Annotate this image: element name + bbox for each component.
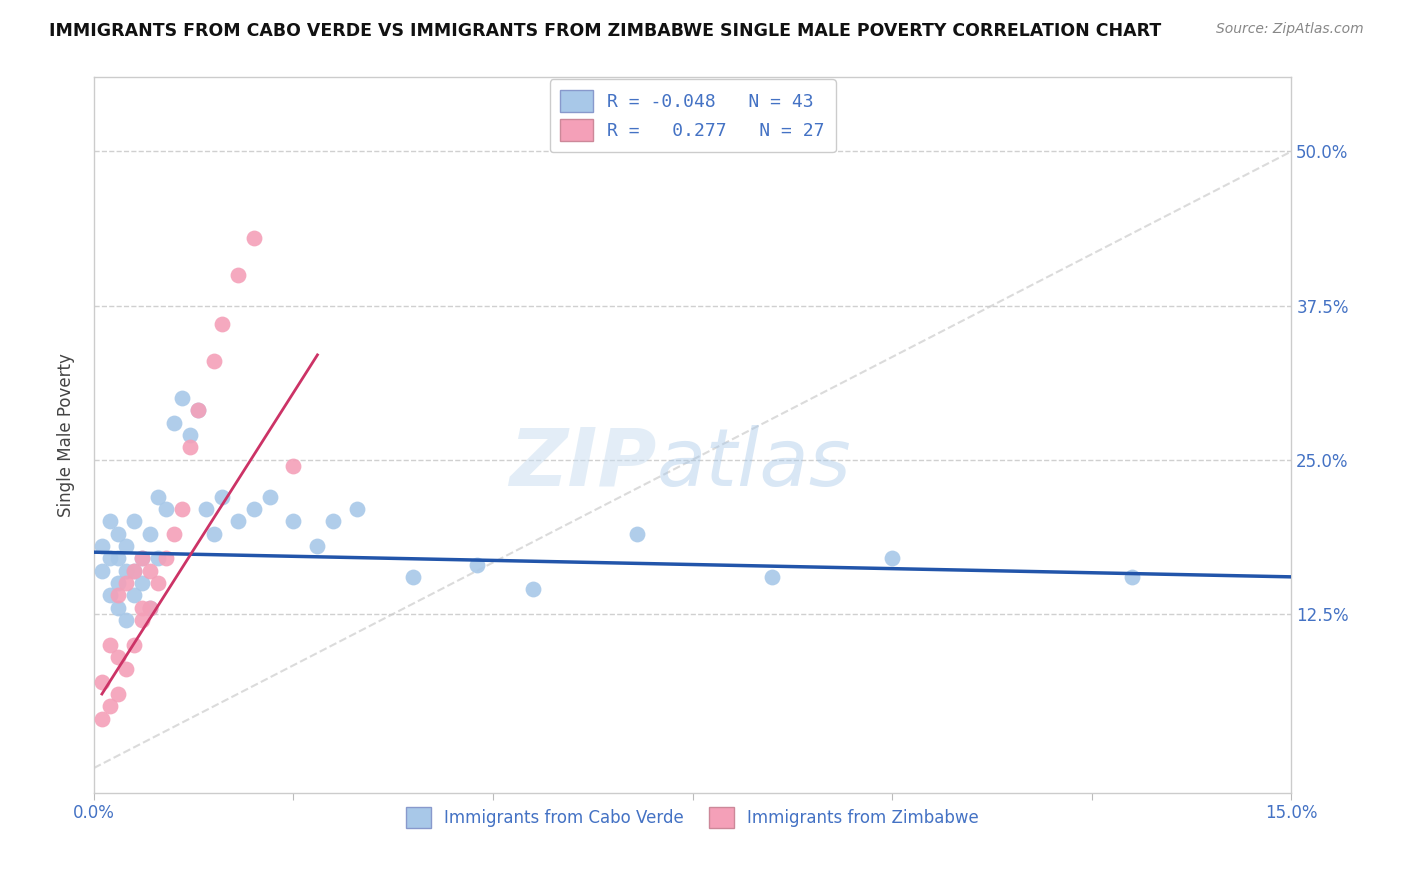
Point: [98, 588, 121, 602]
Point: [882, 551, 904, 566]
Point: [194, 502, 217, 516]
Point: [187, 403, 209, 417]
Point: [322, 514, 344, 528]
Point: [283, 458, 305, 473]
Point: [163, 526, 186, 541]
Point: [226, 268, 249, 282]
Point: [131, 551, 153, 566]
Point: [187, 403, 209, 417]
Y-axis label: Single Male Poverty: Single Male Poverty: [58, 353, 75, 517]
Point: [90, 712, 112, 726]
Point: [307, 539, 329, 553]
Point: [107, 526, 129, 541]
Point: [283, 514, 305, 528]
Point: [90, 564, 112, 578]
Point: [122, 638, 145, 652]
Text: Source: ZipAtlas.com: Source: ZipAtlas.com: [1216, 22, 1364, 37]
Point: [107, 600, 129, 615]
Point: [98, 551, 121, 566]
Point: [131, 576, 153, 591]
Point: [202, 526, 225, 541]
Point: [1121, 570, 1143, 584]
Point: [122, 588, 145, 602]
Point: [146, 490, 169, 504]
Point: [90, 674, 112, 689]
Point: [146, 551, 169, 566]
Point: [146, 576, 169, 591]
Point: [98, 699, 121, 714]
Text: IMMIGRANTS FROM CABO VERDE VS IMMIGRANTS FROM ZIMBABWE SINGLE MALE POVERTY CORRE: IMMIGRANTS FROM CABO VERDE VS IMMIGRANTS…: [49, 22, 1161, 40]
Point: [155, 502, 177, 516]
Point: [211, 490, 233, 504]
Point: [131, 600, 153, 615]
Point: [170, 502, 193, 516]
Point: [139, 564, 162, 578]
Point: [179, 428, 201, 442]
Text: atlas: atlas: [657, 425, 852, 503]
Point: [115, 662, 138, 676]
Point: [163, 416, 186, 430]
Legend: Immigrants from Cabo Verde, Immigrants from Zimbabwe: Immigrants from Cabo Verde, Immigrants f…: [399, 801, 986, 834]
Point: [211, 317, 233, 331]
Point: [122, 514, 145, 528]
Point: [98, 514, 121, 528]
Point: [522, 582, 544, 597]
Point: [115, 539, 138, 553]
Point: [626, 526, 648, 541]
Point: [107, 650, 129, 665]
Point: [170, 391, 193, 405]
Point: [107, 687, 129, 701]
Point: [107, 551, 129, 566]
Text: ZIP: ZIP: [509, 425, 657, 503]
Point: [122, 564, 145, 578]
Point: [131, 551, 153, 566]
Point: [402, 570, 425, 584]
Point: [465, 558, 488, 572]
Point: [115, 576, 138, 591]
Point: [346, 502, 368, 516]
Point: [202, 354, 225, 368]
Point: [122, 564, 145, 578]
Point: [155, 551, 177, 566]
Point: [259, 490, 281, 504]
Point: [90, 539, 112, 553]
Point: [115, 613, 138, 627]
Point: [226, 514, 249, 528]
Point: [98, 638, 121, 652]
Point: [131, 613, 153, 627]
Point: [139, 526, 162, 541]
Point: [139, 600, 162, 615]
Point: [107, 588, 129, 602]
Point: [179, 441, 201, 455]
Point: [761, 570, 783, 584]
Point: [115, 564, 138, 578]
Point: [242, 502, 264, 516]
Point: [139, 600, 162, 615]
Point: [242, 231, 264, 245]
Point: [107, 576, 129, 591]
